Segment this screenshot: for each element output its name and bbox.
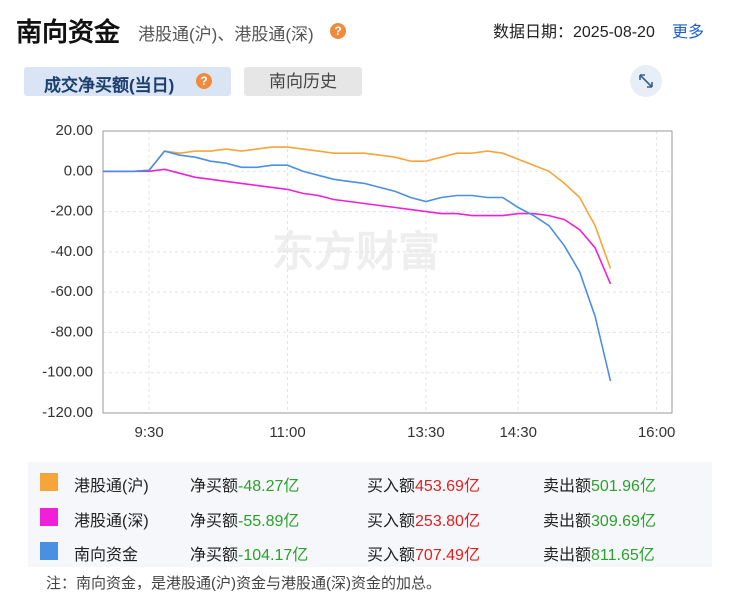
summary-row: 港股通(深) 净买额-55.89亿 买入额253.80亿 卖出额309.69亿 bbox=[28, 499, 712, 533]
expand-button[interactable] bbox=[630, 65, 662, 97]
summary-label: 卖出额 bbox=[543, 478, 592, 495]
expand-icon bbox=[639, 74, 653, 88]
summary-row: 南向资金 净买额-104.17亿 买入额707.49亿 卖出额811.65亿 bbox=[28, 533, 712, 567]
summary-value: 811.65亿 bbox=[591, 547, 655, 564]
summary-item: 卖出额309.69亿 bbox=[543, 507, 656, 531]
summary-row: 港股通(沪) 净买额-48.27亿 买入额453.69亿 卖出额501.96亿 bbox=[28, 464, 712, 498]
summary-item: 买入额453.69亿 bbox=[367, 472, 480, 496]
tab-label: 南向历史 bbox=[269, 72, 337, 91]
y-tick-label: -120.00 bbox=[42, 404, 93, 421]
summary-value: 707.49亿 bbox=[415, 547, 480, 564]
series-line bbox=[103, 168, 612, 285]
summary-label: 买入额 bbox=[367, 547, 416, 564]
series-line bbox=[103, 150, 612, 382]
summary-panel bbox=[28, 462, 712, 567]
legend-swatch bbox=[40, 542, 58, 560]
help-icon[interactable]: ? bbox=[196, 73, 212, 89]
y-tick-label: -60.00 bbox=[50, 283, 93, 300]
summary-item: 买入额253.80亿 bbox=[367, 507, 480, 531]
summary-label: 卖出额 bbox=[543, 512, 592, 530]
summary-value: 309.69亿 bbox=[591, 512, 656, 530]
data-date: 数据日期：2025-08-20 bbox=[493, 24, 655, 41]
title: 南向资金 bbox=[16, 17, 121, 47]
y-tick-label: -20.00 bbox=[50, 203, 93, 220]
summary-label: 净买额 bbox=[190, 478, 239, 495]
plot-border bbox=[102, 130, 673, 414]
summary-item: 卖出额501.96亿 bbox=[543, 472, 656, 496]
summary-label: 卖出额 bbox=[543, 547, 592, 564]
legend-swatch bbox=[40, 473, 58, 491]
legend-label: 南向资金 bbox=[74, 547, 139, 564]
summary-item: 净买额-104.17亿 bbox=[190, 541, 308, 565]
y-tick-label: 20.00 bbox=[55, 122, 93, 139]
summary-item: 卖出额811.65亿 bbox=[543, 541, 655, 565]
summary-item: 买入额707.49亿 bbox=[367, 541, 480, 565]
tab[interactable]: 南向历史 bbox=[244, 67, 362, 96]
x-tick-label: 16:00 bbox=[638, 424, 676, 441]
tab-active[interactable]: 成交净买额(当日) ? bbox=[24, 67, 231, 96]
y-tick-label: -100.00 bbox=[42, 364, 93, 381]
summary-label: 买入额 bbox=[367, 478, 416, 495]
summary-value: 501.96亿 bbox=[591, 478, 656, 495]
summary-item: 净买额-48.27亿 bbox=[190, 472, 299, 496]
x-tick-label: 11:00 bbox=[269, 424, 305, 441]
subtitle: 港股通(沪)、港股通(深) bbox=[138, 25, 314, 44]
x-tick-label: 13:30 bbox=[407, 424, 445, 441]
y-tick-label: 0.00 bbox=[64, 162, 93, 179]
y-tick-label: -80.00 bbox=[50, 323, 93, 340]
summary-item: 净买额-55.89亿 bbox=[190, 507, 299, 531]
summary-label: 净买额 bbox=[190, 547, 239, 564]
legend-label: 港股通(沪) bbox=[74, 478, 149, 495]
y-tick-label: -40.00 bbox=[50, 243, 93, 260]
help-icon[interactable]: ? bbox=[330, 23, 346, 39]
tab-label: 成交净买额(当日) bbox=[44, 76, 175, 95]
summary-label: 净买额 bbox=[190, 512, 239, 530]
chart: 东方财富 20.000.00-20.00-40.00-60.00-80.00-1… bbox=[42, 122, 676, 441]
series-line bbox=[103, 146, 612, 269]
legend-label: 港股通(深) bbox=[74, 512, 149, 530]
legend-swatch bbox=[40, 507, 58, 526]
summary-value: -104.17亿 bbox=[238, 547, 309, 564]
note: 注：南向资金，是港股通(沪)资金与港股通(深)资金的加总。 bbox=[46, 575, 441, 592]
summary-value: 253.80亿 bbox=[415, 512, 480, 530]
summary-value: -55.89亿 bbox=[238, 512, 300, 530]
summary-value: 453.69亿 bbox=[415, 478, 480, 495]
x-tick-label: 14:30 bbox=[499, 424, 537, 441]
x-tick-label: 9:30 bbox=[135, 424, 164, 441]
summary-value: -48.27亿 bbox=[238, 478, 300, 495]
summary-label: 买入额 bbox=[367, 512, 416, 530]
more-link[interactable]: 更多 bbox=[672, 24, 705, 41]
